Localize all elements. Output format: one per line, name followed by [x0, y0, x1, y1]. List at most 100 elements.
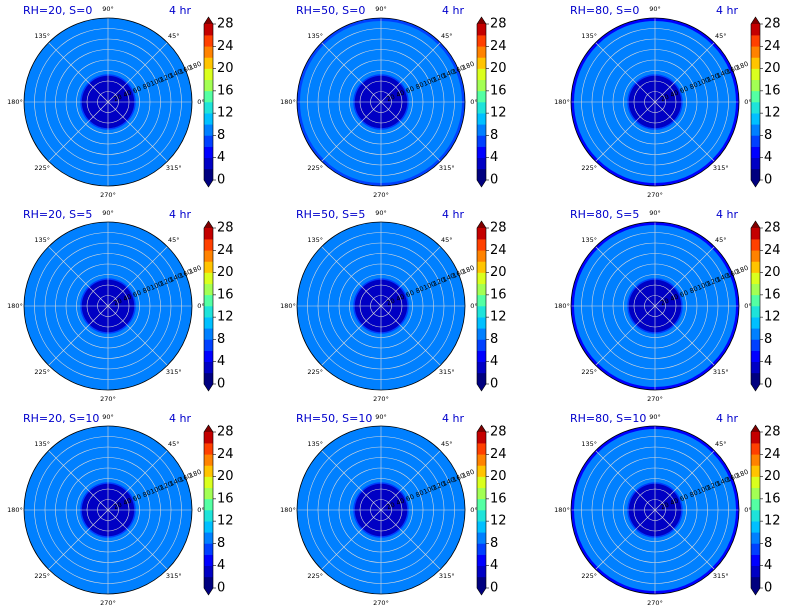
colorbar-tick-label: 24: [490, 447, 507, 462]
angle-tick-label: 45°: [441, 440, 453, 448]
colorbar-segment: [751, 168, 760, 181]
angle-tick-label: 315°: [166, 164, 182, 172]
colorbar-segment: [477, 239, 486, 251]
colorbar-tick-label: 28: [217, 17, 234, 32]
colorbar-segment: [751, 532, 760, 544]
radial-tick-label: 80: [414, 489, 425, 500]
angular-gridline: [107, 101, 168, 162]
colorbar-segment: [751, 294, 760, 307]
radial-tick-label: 80: [414, 285, 425, 296]
colorbar-extend-min: [204, 588, 213, 595]
colorbar-segment: [477, 124, 486, 136]
angular-gridline: [595, 305, 656, 366]
panel-time-label: 4 hr: [716, 4, 738, 17]
colorbar-segment: [477, 372, 486, 385]
colorbar-tick-label: 12: [217, 514, 234, 529]
colorbar-segment: [751, 565, 760, 578]
angular-gridline: [48, 246, 109, 307]
panel-time-label: 4 hr: [716, 412, 738, 425]
colorbar-segment: [751, 510, 760, 522]
colorbar-tick-label: 24: [217, 447, 234, 462]
colorbar-segment: [477, 68, 486, 81]
colorbar-segment: [477, 339, 486, 351]
angular-gridline: [654, 450, 715, 511]
colorbar-segment: [751, 465, 760, 477]
colorbar-segment: [751, 90, 760, 103]
colorbar-segment: [751, 46, 760, 58]
angle-tick-label: 225°: [34, 572, 50, 580]
angle-tick-label: 45°: [441, 32, 453, 40]
radial-tick-label: 20: [385, 297, 396, 308]
angle-tick-label: 180°: [554, 302, 570, 310]
colorbar-segment: [204, 543, 213, 555]
colorbar-segment: [477, 57, 486, 69]
colorbar-segment: [751, 454, 760, 466]
colorbar-extend-min: [204, 384, 213, 391]
angle-tick-label: 180°: [280, 302, 296, 310]
colorbar-segment: [751, 35, 760, 47]
colorbar-segment: [204, 350, 213, 363]
colorbar-segment: [751, 146, 760, 159]
angle-tick-label: 90°: [375, 5, 387, 13]
colorbar-extend-max: [477, 425, 486, 432]
panel-time-label: 4 hr: [442, 412, 464, 425]
colorbar-tick-label: 28: [764, 17, 781, 32]
polar-panel: 204060801001201401601800°45°90°135°180°2…: [554, 4, 780, 199]
colorbar-tick-label: 8: [764, 128, 772, 143]
colorbar-tick-label: 24: [764, 447, 781, 462]
angle-tick-label: 225°: [581, 368, 597, 376]
colorbar-tick-label: 28: [217, 425, 234, 440]
colorbar-segment: [477, 454, 486, 466]
colorbar-segment: [477, 465, 486, 477]
angular-gridline: [107, 305, 168, 366]
colorbar-tick-label: 16: [490, 83, 507, 98]
colorbar-extend-min: [204, 180, 213, 187]
angle-tick-label: 45°: [168, 32, 180, 40]
colorbar-segment: [477, 565, 486, 578]
colorbar-segment: [477, 576, 486, 589]
colorbar-segment: [204, 35, 213, 47]
polar-frame: [23, 221, 193, 391]
radial-tick-label: 20: [112, 501, 123, 512]
polar-frame: [23, 17, 193, 187]
polar-panel: 204060801001201401601800°45°90°135°180°2…: [280, 412, 506, 607]
angular-gridline: [654, 305, 715, 366]
radial-tick-label: 20: [659, 93, 670, 104]
radial-tick-label: 20: [112, 93, 123, 104]
colorbar-tick-label: 28: [764, 221, 781, 236]
radial-tick-label: 60: [679, 493, 690, 504]
colorbar-segment: [477, 24, 486, 36]
angular-gridline: [48, 450, 109, 511]
colorbar-tick-label: 20: [217, 469, 234, 484]
radial-tick-label: 60: [679, 289, 690, 300]
panel-title: RH=50, S=0: [296, 4, 365, 17]
colorbar-tick-label: 24: [764, 39, 781, 54]
colorbar-extend-min: [751, 180, 760, 187]
angle-tick-label: 135°: [581, 236, 597, 244]
colorbar-segment: [751, 24, 760, 36]
colorbar-segment: [477, 432, 486, 444]
colorbar-tick-label: 16: [764, 491, 781, 506]
panel-title: RH=20, S=10: [23, 412, 99, 425]
colorbar-segment: [751, 102, 760, 114]
angle-tick-label: 315°: [439, 572, 455, 580]
colorbar-segment: [204, 135, 213, 147]
polar-frame: [570, 425, 740, 595]
angle-tick-label: 225°: [34, 368, 50, 376]
colorbar-segment: [204, 228, 213, 240]
polar-panel: 204060801001201401601800°45°90°135°180°2…: [554, 208, 780, 403]
angular-gridline: [380, 246, 441, 307]
polar-panel: 204060801001201401601800°45°90°135°180°2…: [7, 208, 233, 403]
radial-tick-label: 60: [405, 85, 416, 96]
polar-frame: [570, 17, 740, 187]
colorbar: 0 4 8 12 16 20 24 28: [476, 16, 507, 188]
angle-tick-label: 90°: [102, 209, 114, 217]
colorbar-segment: [751, 543, 760, 555]
colorbar-segment: [204, 454, 213, 466]
radial-tick-label: 180: [735, 468, 750, 480]
colorbar-tick-label: 16: [490, 287, 507, 302]
angle-tick-label: 135°: [307, 440, 323, 448]
angle-tick-label: 270°: [373, 191, 389, 199]
angle-tick-label: 315°: [439, 164, 455, 172]
colorbar-tick-label: 24: [490, 243, 507, 258]
